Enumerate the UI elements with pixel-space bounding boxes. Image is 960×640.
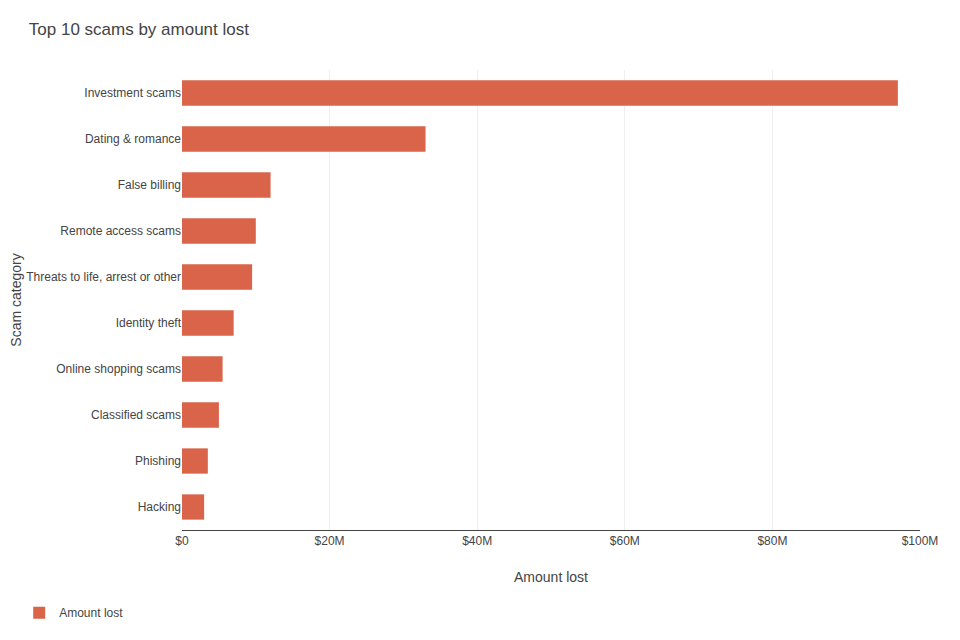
svg-text:Online shopping scams: Online shopping scams <box>56 362 181 376</box>
svg-text:$60M: $60M <box>610 534 640 548</box>
svg-text:Phishing: Phishing <box>135 454 181 468</box>
svg-text:$0: $0 <box>175 534 189 548</box>
svg-text:Amount lost: Amount lost <box>59 606 123 620</box>
svg-text:Remote access scams: Remote access scams <box>60 224 181 238</box>
svg-text:$80M: $80M <box>757 534 787 548</box>
svg-text:Scam category: Scam category <box>8 253 24 346</box>
svg-text:Classified scams: Classified scams <box>91 408 181 422</box>
svg-text:Amount lost: Amount lost <box>514 569 588 585</box>
svg-text:Dating & romance: Dating & romance <box>85 132 181 146</box>
svg-text:$100M: $100M <box>902 534 939 548</box>
svg-text:Top 10 scams by amount lost: Top 10 scams by amount lost <box>29 20 249 39</box>
svg-text:$40M: $40M <box>462 534 492 548</box>
svg-text:Identity theft: Identity theft <box>116 316 182 330</box>
svg-text:Hacking: Hacking <box>138 500 181 514</box>
svg-text:False billing: False billing <box>118 178 181 192</box>
svg-text:$20M: $20M <box>315 534 345 548</box>
svg-text:Investment scams: Investment scams <box>84 86 181 100</box>
svg-text:Threats to life, arrest or oth: Threats to life, arrest or other <box>26 270 181 284</box>
